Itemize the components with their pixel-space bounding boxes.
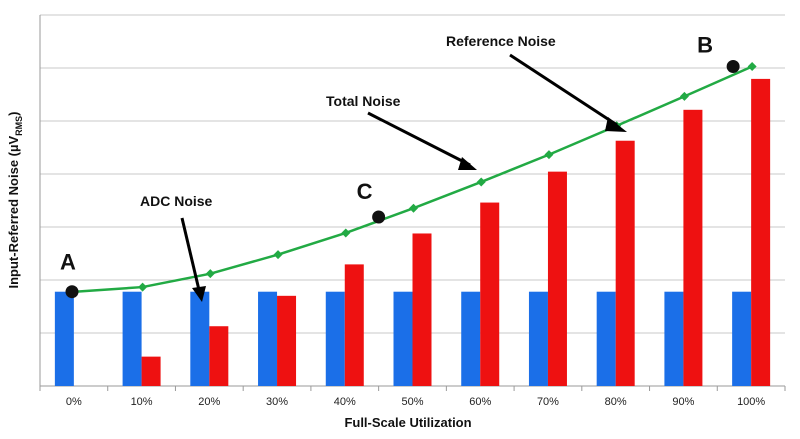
total-noise-marker bbox=[409, 203, 418, 213]
adc-noise-bar bbox=[122, 291, 142, 386]
adc-noise-arrow bbox=[180, 217, 201, 291]
adc-noise-bar bbox=[54, 291, 74, 386]
x-axis-title: Full-Scale Utilization bbox=[344, 415, 471, 430]
marked-points: A C B bbox=[60, 33, 740, 299]
annotation-arrows bbox=[180, 53, 627, 302]
reference-noise-arrow bbox=[509, 53, 618, 127]
point-b-label: B bbox=[697, 33, 713, 58]
x-tick-label: 60% bbox=[469, 396, 491, 408]
reference-noise-bar bbox=[412, 233, 432, 386]
reference-noise-arrowhead bbox=[605, 117, 627, 132]
x-tick-label: 30% bbox=[266, 396, 288, 408]
total-noise-arrow bbox=[367, 111, 471, 167]
point-c-marker bbox=[372, 210, 386, 224]
reference-noise-bar bbox=[141, 356, 161, 386]
x-tick-label: 20% bbox=[198, 396, 220, 408]
point-a-marker bbox=[65, 285, 79, 299]
reference-noise-bar bbox=[480, 202, 500, 386]
reference-noise-bar bbox=[683, 109, 703, 387]
adc-noise-bar bbox=[732, 291, 752, 386]
point-c-label: C bbox=[357, 179, 373, 204]
adc-noise-bar bbox=[325, 291, 345, 386]
point-b-marker bbox=[726, 60, 740, 74]
x-tick-label: 0% bbox=[66, 396, 82, 408]
adc-noise-bar bbox=[393, 291, 413, 386]
total-noise-marker bbox=[138, 282, 148, 292]
reference-noise-bar bbox=[751, 78, 771, 387]
x-tick-label: 80% bbox=[605, 396, 627, 408]
reference-noise-bar bbox=[209, 326, 229, 386]
total-noise-marker bbox=[476, 177, 486, 187]
total-noise-marker bbox=[341, 228, 351, 238]
adc-noise-bar bbox=[461, 291, 481, 386]
x-tick-label: 100% bbox=[737, 396, 765, 408]
x-tick-label: 70% bbox=[537, 396, 559, 408]
adc-noise-bar bbox=[664, 291, 684, 386]
x-tick-label: 40% bbox=[334, 396, 356, 408]
total-noise-marker bbox=[747, 62, 757, 72]
reference-noise-bar bbox=[615, 140, 635, 386]
reference-noise-bar bbox=[547, 171, 567, 386]
x-tick-label: 50% bbox=[401, 396, 423, 408]
adc-noise-arrowhead bbox=[192, 286, 206, 302]
reference-noise-bar bbox=[344, 264, 364, 386]
adc-noise-label: ADC Noise bbox=[140, 193, 213, 209]
total-noise-arrowhead bbox=[458, 157, 477, 170]
x-tick-label: 90% bbox=[672, 396, 694, 408]
x-tick-label: 10% bbox=[131, 396, 153, 408]
x-ticks: 0% 10% 20% 30% 40% 50% 60% 70% 80% 90% 100% bbox=[39, 386, 786, 408]
adc-noise-bar bbox=[190, 291, 210, 386]
reference-noise-label: Reference Noise bbox=[446, 33, 556, 49]
total-noise-marker bbox=[273, 250, 283, 260]
adc-noise-bar bbox=[528, 291, 548, 386]
adc-noise-bar bbox=[596, 291, 616, 386]
point-a-label: A bbox=[60, 250, 76, 275]
total-noise-marker bbox=[679, 91, 689, 101]
total-noise-label: Total Noise bbox=[326, 93, 401, 109]
adc-noise-bar bbox=[258, 291, 278, 386]
total-noise-marker bbox=[544, 150, 554, 160]
bars bbox=[54, 78, 771, 387]
reference-noise-bar bbox=[277, 295, 297, 386]
total-noise-marker bbox=[205, 269, 215, 279]
y-axis-title: Input-Referred Noise (µVRMS) bbox=[6, 111, 24, 288]
